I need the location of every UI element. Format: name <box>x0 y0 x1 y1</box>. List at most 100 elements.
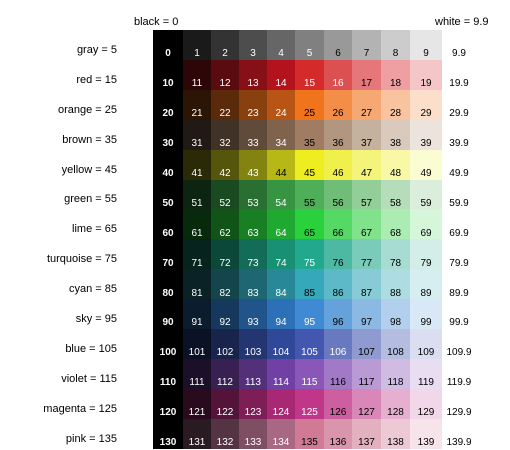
cell-value: 49 <box>420 167 432 179</box>
color-swatch: 92 <box>211 299 239 330</box>
cell-value: 109 <box>417 347 435 359</box>
color-swatch: 108 <box>381 329 410 360</box>
cell-value: 38 <box>389 138 402 150</box>
color-swatch: 45 <box>295 149 324 180</box>
cell-value: 69 <box>420 227 432 239</box>
cell-value: 19.9 <box>449 78 469 90</box>
color-swatch: 3 <box>239 30 267 61</box>
cell-value: 91 <box>191 317 203 329</box>
cell-value: 51 <box>191 197 203 209</box>
color-swatch: 104 <box>267 329 295 360</box>
cell-value: 104 <box>272 347 290 359</box>
cell-value: 113 <box>245 377 261 389</box>
color-swatch: 87 <box>352 269 381 300</box>
color-swatch: 107 <box>352 329 381 360</box>
cell-value: 96 <box>332 317 344 329</box>
color-swatch: 127 <box>352 388 381 420</box>
color-swatch: 2 <box>211 30 239 61</box>
color-swatch: 29 <box>410 89 442 121</box>
color-swatch: 133 <box>239 418 267 450</box>
cell-value: 130 <box>159 437 177 449</box>
cell-value: 137 <box>358 437 375 449</box>
color-swatch: 58 <box>381 179 410 210</box>
color-swatch: 66 <box>324 209 352 240</box>
cell-value: 17 <box>360 78 373 90</box>
cell-value: 118 <box>387 377 404 389</box>
color-swatch: 32 <box>211 119 239 151</box>
cell-value: 39 <box>420 138 432 150</box>
cell-value: 59.9 <box>449 197 469 209</box>
color-swatch: 86 <box>324 269 352 300</box>
cell-value: 19 <box>420 78 432 90</box>
color-swatch: 29.9 <box>442 89 476 121</box>
color-swatch: 139.9 <box>442 418 476 450</box>
cell-value: 138 <box>387 437 404 449</box>
cell-value: 139 <box>417 437 435 449</box>
cell-value: 80 <box>162 287 174 299</box>
cell-value: 115 <box>301 377 318 389</box>
color-swatch: 100 <box>153 329 183 360</box>
cell-value: 79 <box>420 257 432 269</box>
cell-value: 2 <box>222 48 228 60</box>
cell-value: 125 <box>301 407 318 419</box>
color-swatch: 64 <box>267 209 295 240</box>
color-swatch: 7 <box>352 30 381 61</box>
color-swatch: 89.9 <box>442 269 476 300</box>
color-swatch: 8 <box>381 30 410 61</box>
color-swatch: 48 <box>381 149 410 180</box>
black-label: black = 0 <box>134 16 179 28</box>
color-swatch: 9.9 <box>442 30 476 61</box>
cell-value: 33 <box>247 138 259 150</box>
color-swatch: 117 <box>352 358 381 390</box>
color-swatch: 33 <box>239 119 267 151</box>
cell-value: 46 <box>332 167 344 179</box>
cell-value: 6 <box>335 48 341 60</box>
color-swatch: 81 <box>183 269 211 300</box>
color-swatch: 89 <box>410 269 442 300</box>
color-swatch: 120 <box>153 388 183 420</box>
cell-value: 116 <box>330 377 346 389</box>
color-swatch: 128 <box>381 388 410 420</box>
cell-value: 43 <box>247 167 259 179</box>
color-swatch: 56 <box>324 179 352 210</box>
color-swatch: 27 <box>352 89 381 121</box>
cell-value: 3 <box>250 48 256 60</box>
cell-value: 4 <box>278 48 284 60</box>
cell-value: 103 <box>244 347 262 359</box>
color-swatch: 73 <box>239 239 267 270</box>
color-swatch: 71 <box>183 239 211 270</box>
cell-value: 26 <box>332 108 344 120</box>
color-swatch: 12 <box>211 59 239 91</box>
cell-value: 57 <box>360 197 373 209</box>
row-label: orange = 25 <box>57 103 117 116</box>
cell-value: 47 <box>360 167 373 179</box>
row-label: magenta = 125 <box>43 402 117 415</box>
cell-value: 124 <box>272 407 290 419</box>
color-swatch: 21 <box>183 89 211 121</box>
color-swatch: 91 <box>183 299 211 330</box>
color-swatch: 44 <box>267 149 295 180</box>
cell-value: 55 <box>303 197 316 209</box>
cell-value: 45 <box>303 167 316 179</box>
color-swatch: 114 <box>267 358 295 390</box>
cell-value: 78 <box>389 257 402 269</box>
cell-value: 85 <box>303 287 316 299</box>
cell-value: 40 <box>162 167 174 179</box>
color-swatch: 80 <box>153 269 183 300</box>
color-swatch: 125 <box>295 388 324 420</box>
color-swatch: 60 <box>153 209 183 240</box>
cell-value: 0 <box>165 48 171 60</box>
cell-value: 69.9 <box>449 227 469 239</box>
row-label: brown = 35 <box>62 133 117 146</box>
color-swatch: 9 <box>410 30 442 61</box>
cell-value: 64 <box>275 227 287 239</box>
color-swatch: 97 <box>352 299 381 330</box>
color-swatch: 136 <box>324 418 352 450</box>
color-swatch: 22 <box>211 89 239 121</box>
color-swatch: 67 <box>352 209 381 240</box>
row-label: lime = 65 <box>72 223 117 236</box>
cell-value: 95 <box>303 317 316 329</box>
cell-value: 109.9 <box>446 347 472 359</box>
color-swatch: 119 <box>410 358 442 390</box>
color-swatch: 37 <box>352 119 381 151</box>
